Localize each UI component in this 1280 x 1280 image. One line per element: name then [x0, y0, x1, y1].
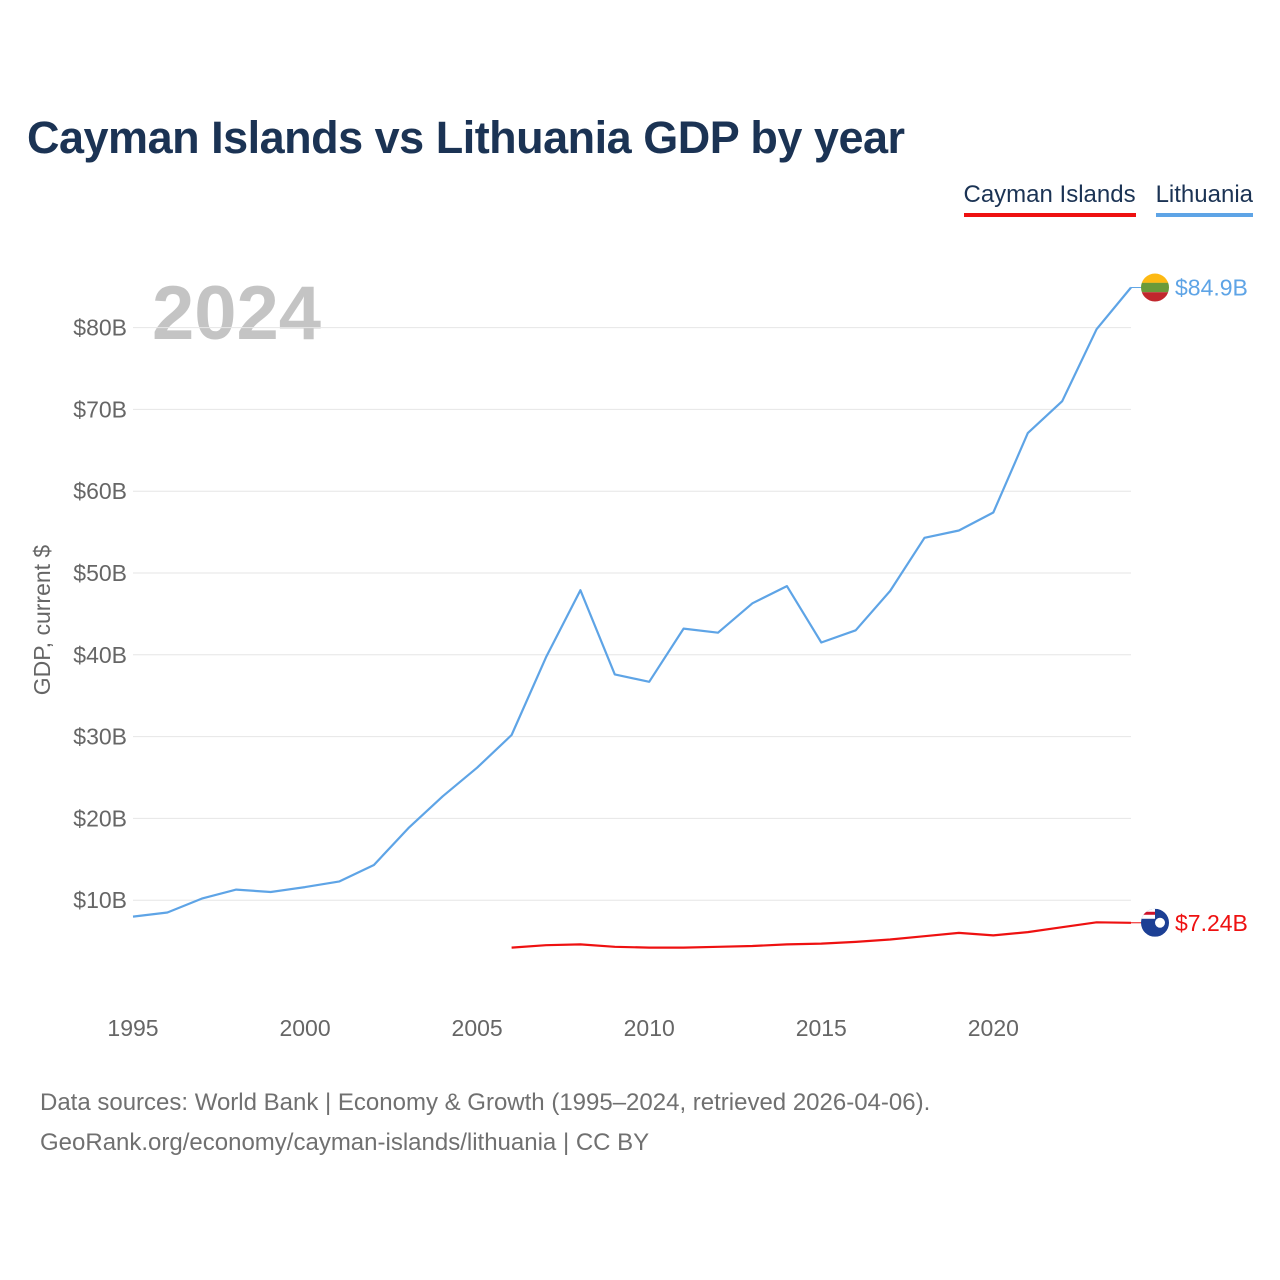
x-tick-label: 2015 [796, 1015, 847, 1041]
y-tick-label: $70B [73, 396, 127, 422]
data-sources-text: Data sources: World Bank | Economy & Gro… [40, 1089, 931, 1116]
y-axis-label: GDP, current $ [29, 545, 55, 696]
chart-title: Cayman Islands vs Lithuania GDP by year [27, 112, 905, 163]
series-line-cayman-islands [511, 921, 1132, 949]
series-line-lithuania [132, 286, 1132, 918]
y-tick-label: $10B [73, 887, 127, 913]
lithuania-flag-icon [1141, 273, 1169, 302]
legend: Cayman Islands Lithuania [963, 181, 1253, 217]
year-watermark: 2024 [152, 271, 321, 356]
y-tick-label: $30B [73, 724, 127, 750]
x-tick-label: 2000 [279, 1015, 330, 1041]
y-tick-label: $60B [73, 478, 127, 504]
legend-item-cayman-islands[interactable]: Cayman Islands [963, 181, 1136, 217]
y-tick-label: $50B [73, 560, 127, 586]
end-label-lithuania: $84.9B [1175, 275, 1248, 301]
cayman-islands-flag-icon [1141, 908, 1169, 937]
source-link[interactable]: GeoRank.org/economy/cayman-islands/lithu… [40, 1129, 650, 1156]
footer: Data sources: World Bank | Economy & Gro… [40, 1083, 930, 1163]
y-tick-label: $20B [73, 805, 127, 831]
y-tick-label: $40B [73, 642, 127, 668]
end-label-cayman-islands: $7.24B [1175, 910, 1248, 936]
x-tick-label: 2005 [452, 1015, 503, 1041]
x-tick-label: 1995 [107, 1015, 158, 1041]
legend-item-lithuania[interactable]: Lithuania [1155, 181, 1253, 217]
x-tick-label: 2010 [624, 1015, 675, 1041]
x-tick-label: 2020 [968, 1015, 1019, 1041]
y-tick-label: $80B [73, 315, 127, 341]
